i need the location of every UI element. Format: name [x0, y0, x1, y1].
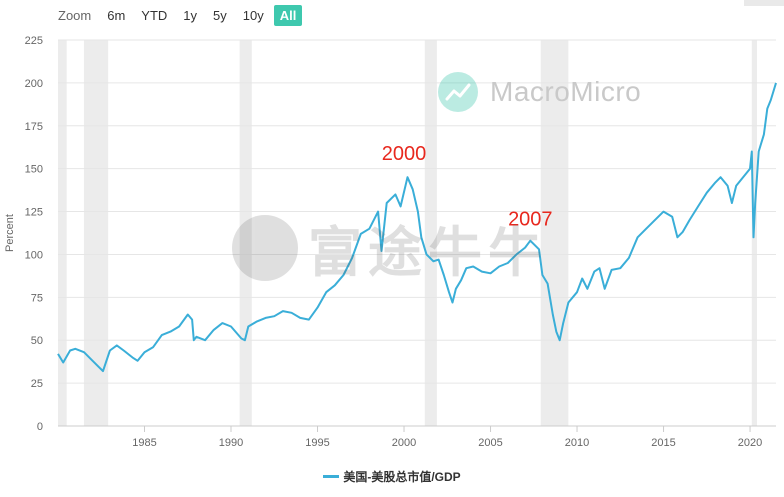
- zoom-ytd-button[interactable]: YTD: [141, 7, 168, 23]
- y-tick-label: 25: [31, 378, 43, 390]
- recession-band: [83, 40, 109, 426]
- y-tick-label: 75: [31, 292, 43, 304]
- y-tick-label: 150: [25, 164, 43, 176]
- logo-text: MacroMicro: [490, 76, 642, 107]
- zoom-6m-button[interactable]: 6m: [107, 7, 126, 23]
- recession-band: [239, 40, 252, 426]
- series-line: [57, 82, 777, 373]
- top-right-decor: [744, 0, 784, 6]
- x-tick-label: 2005: [478, 437, 502, 449]
- legend-swatch: [323, 475, 340, 478]
- chart-legend[interactable]: 美国-美股总市值/GDP: [0, 468, 784, 485]
- zoom-10y-button[interactable]: 10y: [242, 7, 264, 23]
- annotation-label: 2007: [508, 208, 553, 230]
- futu-watermark: 富途牛牛: [232, 208, 548, 287]
- y-tick-label: 175: [25, 121, 43, 133]
- chart-trend-icon: [438, 72, 478, 112]
- x-tick-label: 1995: [305, 437, 329, 449]
- macromicro-logo: MacroMicro: [438, 72, 641, 112]
- x-tick-label: 1990: [219, 437, 243, 449]
- y-tick-label: 50: [31, 335, 43, 347]
- y-tick-label: 225: [25, 35, 43, 47]
- zoom-5y-button[interactable]: 5y: [213, 7, 227, 23]
- x-tick-label: 2010: [565, 437, 589, 449]
- y-tick-label: 0: [37, 421, 43, 433]
- zoom-all-button[interactable]: All: [273, 4, 303, 26]
- x-tick-label: 2015: [651, 437, 675, 449]
- y-tick-label: 100: [25, 249, 43, 261]
- futu-logo-icon: [232, 214, 298, 281]
- y-axis-label: Percent: [4, 214, 16, 252]
- zoom-toolbar: Zoom 6m YTD 1y 5y 10y All: [58, 4, 306, 26]
- recession-band: [540, 40, 569, 426]
- recession-band: [424, 40, 437, 426]
- x-tick-label: 1985: [132, 437, 156, 449]
- zoom-label: Zoom: [58, 7, 92, 23]
- y-tick-label: 125: [25, 207, 43, 219]
- x-tick-label: 2000: [392, 437, 416, 449]
- recession-band: [58, 40, 67, 426]
- annotation-label: 2000: [382, 143, 427, 165]
- watermark-text: 富途牛牛: [308, 223, 548, 283]
- y-tick-label: 200: [25, 78, 43, 90]
- legend-label: 美国-美股总市值/GDP: [343, 470, 461, 484]
- zoom-1y-button[interactable]: 1y: [183, 7, 198, 23]
- x-tick-label: 2020: [738, 437, 762, 449]
